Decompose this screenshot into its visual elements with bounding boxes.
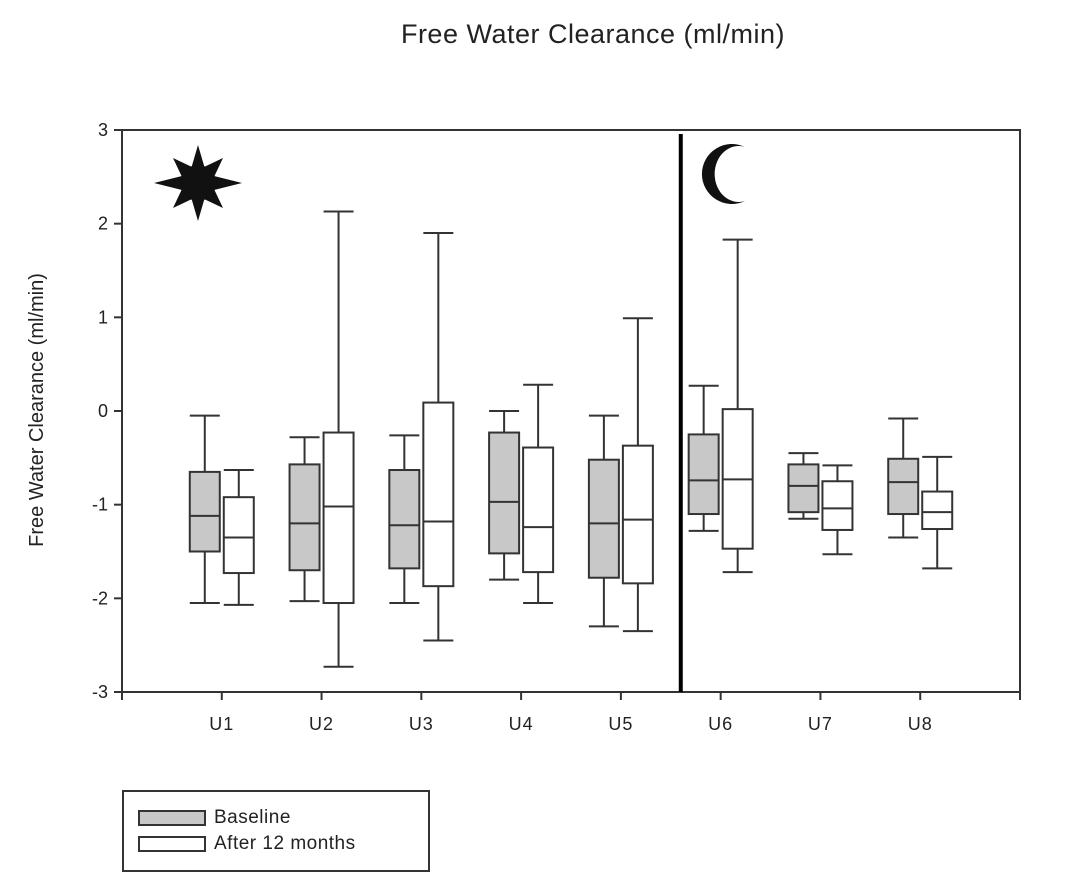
y-axis-label: Free Water Clearance (ml/min): [26, 273, 48, 547]
y-tick-label: -1: [92, 495, 108, 515]
box-iqr: [687, 433, 720, 516]
plot-frame: [121, 129, 1021, 693]
x-tick-label: U2: [309, 714, 334, 734]
y-tick-label: 0: [98, 401, 108, 421]
box-iqr: [821, 480, 854, 531]
x-tick-label: U8: [908, 714, 933, 734]
legend-item-after-12-months: After 12 months: [138, 833, 356, 854]
legend-swatch-after-12-months: [138, 836, 206, 852]
box-iqr: [188, 470, 221, 553]
x-tick-label: U6: [708, 714, 733, 734]
x-tick-label: U4: [509, 714, 534, 734]
legend-swatch-baseline: [138, 810, 206, 826]
legend: Baseline After 12 months: [122, 790, 430, 872]
legend-item-baseline: Baseline: [138, 807, 291, 828]
sun-icon: [154, 145, 242, 221]
plot-area: -3 -2 -1 0 1 2 3 U1 U2 U3 U4 U5 U6 U7 U8: [92, 120, 1021, 734]
box-iqr: [422, 401, 455, 588]
y-tick-label: 2: [98, 214, 108, 234]
legend-label-baseline: Baseline: [214, 807, 291, 828]
y-tick-label: 1: [98, 307, 108, 327]
x-tick-label: U3: [409, 714, 434, 734]
box-iqr: [222, 496, 255, 575]
box-iqr: [787, 463, 820, 514]
x-tick-label: U7: [808, 714, 833, 734]
box-iqr: [288, 463, 321, 572]
x-tick-label: U1: [209, 714, 234, 734]
legend-label-after-12-months: After 12 months: [214, 833, 356, 854]
box-iqr: [587, 458, 620, 579]
box-iqr: [921, 490, 954, 531]
box-iqr: [887, 457, 920, 516]
moon-icon: [701, 144, 745, 204]
y-tick-label: -2: [92, 588, 108, 608]
box-iqr: [322, 431, 355, 605]
y-tick-label: 3: [98, 120, 108, 140]
chart-title: Free Water Clearance (ml/min): [401, 19, 785, 49]
x-tick-label: U5: [608, 714, 633, 734]
box-iqr: [522, 446, 555, 574]
y-tick-label: -3: [92, 682, 108, 702]
box-iqr: [488, 431, 521, 555]
box-iqr: [388, 469, 421, 570]
box-iqr: [621, 444, 654, 585]
